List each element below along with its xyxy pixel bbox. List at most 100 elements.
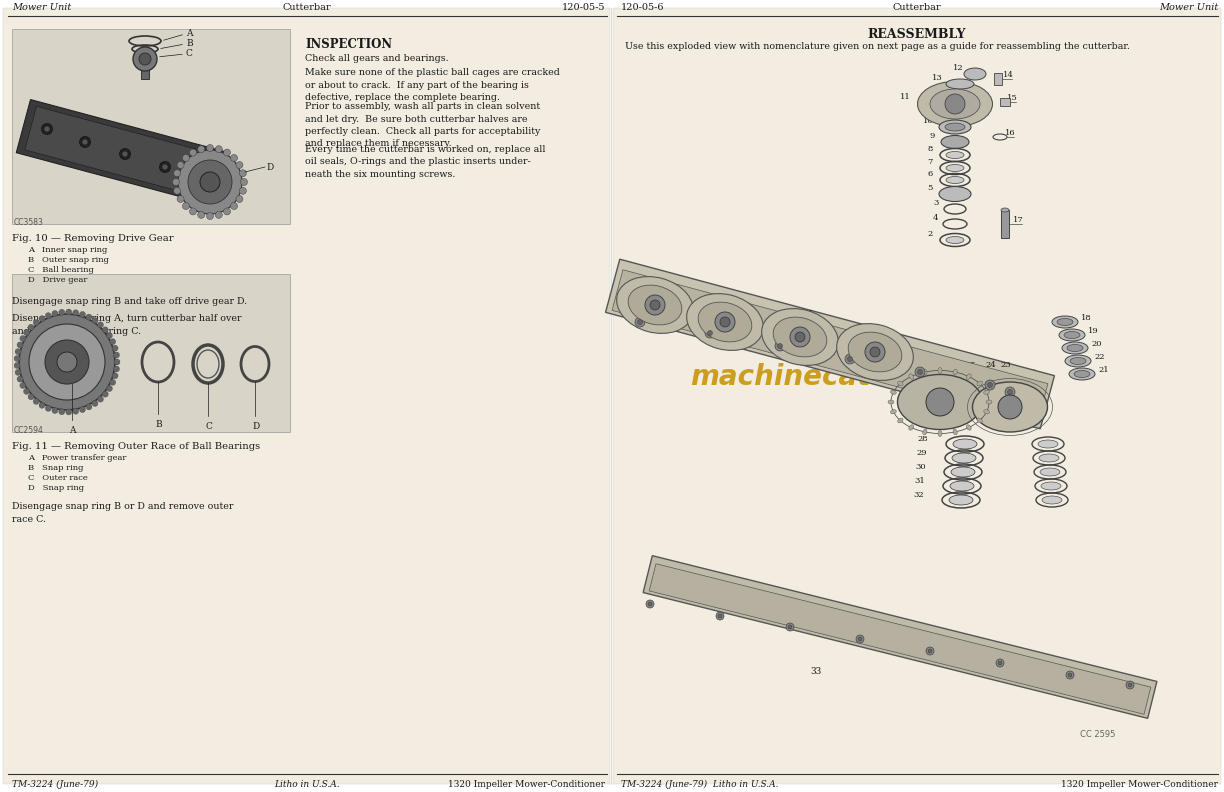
- Ellipse shape: [1059, 329, 1084, 341]
- Circle shape: [92, 401, 98, 406]
- Text: Use this exploded view with nomenclature given on next page as a guide for reass: Use this exploded view with nomenclature…: [625, 42, 1130, 51]
- Circle shape: [177, 162, 184, 169]
- Text: 8: 8: [927, 145, 933, 153]
- Ellipse shape: [939, 120, 971, 134]
- Circle shape: [230, 154, 237, 162]
- Circle shape: [190, 208, 197, 215]
- Circle shape: [39, 402, 45, 409]
- Circle shape: [45, 340, 89, 384]
- Text: C   Outer race: C Outer race: [28, 474, 88, 482]
- Ellipse shape: [950, 481, 974, 491]
- Text: 5: 5: [927, 184, 933, 192]
- Text: 120-05-6: 120-05-6: [621, 3, 665, 12]
- Ellipse shape: [951, 467, 976, 477]
- Circle shape: [113, 373, 118, 379]
- Text: 29: 29: [916, 449, 927, 457]
- Text: 18: 18: [1081, 314, 1092, 322]
- Circle shape: [51, 310, 58, 317]
- Circle shape: [996, 659, 1004, 667]
- Text: Check all gears and bearings.: Check all gears and bearings.: [305, 54, 449, 63]
- Circle shape: [1066, 671, 1073, 679]
- Text: 16: 16: [1005, 129, 1016, 137]
- Ellipse shape: [891, 390, 896, 394]
- Ellipse shape: [908, 425, 913, 430]
- Text: B: B: [186, 39, 192, 48]
- Circle shape: [916, 367, 925, 377]
- Polygon shape: [16, 100, 224, 204]
- Circle shape: [1069, 673, 1072, 677]
- Circle shape: [927, 388, 953, 416]
- Circle shape: [98, 396, 104, 402]
- Circle shape: [928, 649, 931, 653]
- Ellipse shape: [897, 381, 903, 386]
- Bar: [141, 57, 149, 79]
- Text: Cutterbar: Cutterbar: [283, 3, 332, 12]
- Text: 13: 13: [931, 74, 942, 82]
- Text: 28: 28: [917, 435, 928, 443]
- Ellipse shape: [1001, 208, 1009, 212]
- Circle shape: [58, 352, 77, 372]
- Circle shape: [985, 380, 995, 390]
- Ellipse shape: [1065, 355, 1091, 367]
- Circle shape: [28, 324, 34, 330]
- Text: D: D: [252, 422, 259, 431]
- Ellipse shape: [1070, 357, 1086, 364]
- Circle shape: [777, 344, 782, 348]
- Text: 27: 27: [925, 361, 935, 369]
- Text: 9: 9: [930, 132, 935, 140]
- Text: 20: 20: [1091, 340, 1102, 348]
- Text: Make sure none of the plastic ball cages are cracked
or about to crack.  If any : Make sure none of the plastic ball cages…: [305, 68, 559, 102]
- Circle shape: [190, 149, 197, 156]
- Ellipse shape: [923, 369, 927, 375]
- Circle shape: [707, 330, 712, 336]
- Text: 19: 19: [1088, 327, 1099, 335]
- Text: C: C: [186, 48, 193, 58]
- Text: 26: 26: [945, 361, 956, 369]
- Circle shape: [20, 336, 26, 341]
- Circle shape: [788, 625, 792, 629]
- Circle shape: [635, 317, 645, 327]
- Text: 2: 2: [927, 230, 933, 238]
- Ellipse shape: [946, 151, 965, 158]
- Ellipse shape: [930, 89, 980, 119]
- Text: 1320 Impeller Mower-Conditioner: 1320 Impeller Mower-Conditioner: [448, 780, 605, 789]
- Circle shape: [86, 404, 92, 410]
- Circle shape: [110, 379, 116, 386]
- Ellipse shape: [945, 123, 965, 131]
- Text: TM-3224 (June-79)  Litho in U.S.A.: TM-3224 (June-79) Litho in U.S.A.: [621, 780, 778, 789]
- Circle shape: [207, 212, 213, 219]
- Circle shape: [720, 317, 730, 327]
- Circle shape: [51, 408, 58, 413]
- Circle shape: [718, 614, 722, 618]
- Ellipse shape: [977, 381, 983, 386]
- Ellipse shape: [1058, 318, 1073, 326]
- Circle shape: [39, 316, 45, 322]
- Circle shape: [80, 311, 86, 318]
- Text: Disengage snap ring B or D and remove outer
race C.: Disengage snap ring B or D and remove ou…: [12, 502, 234, 524]
- Text: CC3583: CC3583: [13, 218, 44, 227]
- Ellipse shape: [953, 429, 957, 435]
- Ellipse shape: [965, 68, 987, 80]
- Circle shape: [927, 647, 934, 655]
- Ellipse shape: [1040, 482, 1061, 490]
- Circle shape: [215, 146, 223, 153]
- Text: Mower Unit: Mower Unit: [1159, 3, 1218, 12]
- Circle shape: [133, 47, 157, 71]
- Text: Mower Unit: Mower Unit: [12, 3, 71, 12]
- Ellipse shape: [953, 369, 957, 375]
- Text: 12: 12: [953, 64, 963, 72]
- Text: 6: 6: [927, 170, 933, 178]
- Ellipse shape: [949, 495, 973, 505]
- Ellipse shape: [1038, 440, 1058, 448]
- Ellipse shape: [897, 375, 983, 429]
- Circle shape: [15, 363, 20, 368]
- Circle shape: [72, 310, 78, 316]
- Text: TM-3224 (June-79): TM-3224 (June-79): [12, 780, 98, 789]
- Circle shape: [182, 154, 190, 162]
- Ellipse shape: [698, 302, 752, 342]
- Circle shape: [230, 203, 237, 210]
- Ellipse shape: [946, 177, 965, 184]
- Circle shape: [918, 370, 923, 375]
- Circle shape: [86, 314, 92, 320]
- Circle shape: [23, 329, 29, 336]
